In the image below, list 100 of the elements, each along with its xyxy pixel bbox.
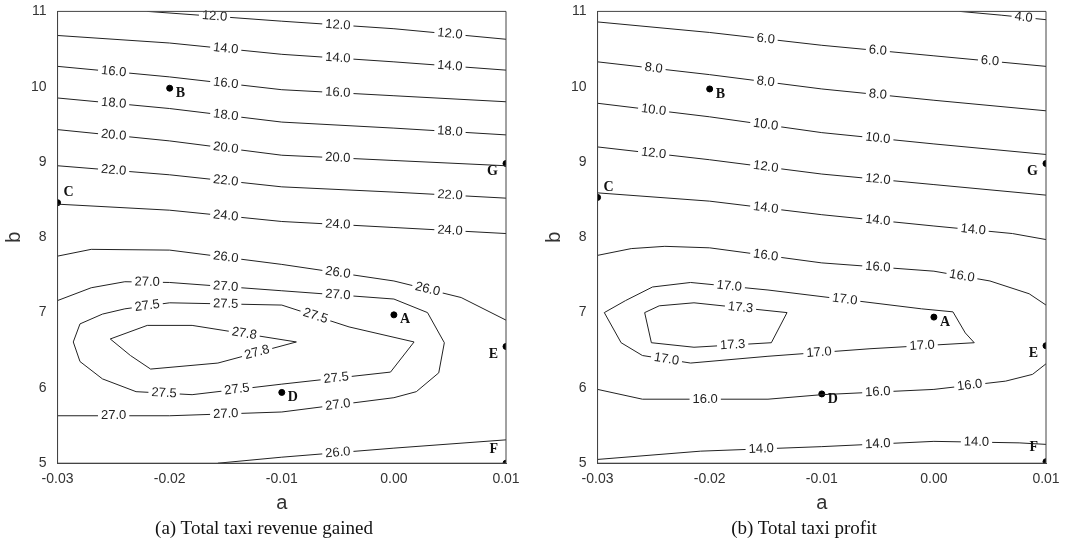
x-tick-label: 0.01 bbox=[492, 470, 520, 487]
y-tick-label: 7 bbox=[578, 303, 587, 320]
series-label: 27.5 bbox=[212, 295, 239, 311]
text: 27.0 bbox=[100, 407, 127, 423]
text: 18.0 bbox=[212, 105, 240, 124]
text: 8.0 bbox=[755, 72, 776, 90]
text: 16.0 bbox=[956, 375, 984, 394]
x-tick-label: -0.02 bbox=[693, 470, 726, 487]
text: 4.0 bbox=[1013, 8, 1034, 25]
text: 16.0 bbox=[100, 62, 128, 80]
y-tick-label: 8 bbox=[578, 228, 587, 245]
series-label: 14.0 bbox=[864, 434, 891, 452]
annotation: C bbox=[63, 184, 74, 200]
text: 12.0 bbox=[640, 143, 668, 162]
series-label: 26.0 bbox=[324, 443, 351, 461]
annotation: A bbox=[399, 311, 411, 327]
y-tick-label: 11 bbox=[32, 2, 47, 19]
annotation: G bbox=[487, 163, 499, 179]
series-label: 20.0 bbox=[324, 148, 351, 166]
text: 22.0 bbox=[436, 186, 464, 203]
text: 18.0 bbox=[100, 93, 128, 111]
text: 6.0 bbox=[868, 41, 888, 58]
y-tick-label: 6 bbox=[578, 378, 587, 395]
text: 12.0 bbox=[864, 169, 892, 188]
x-axis-title: a bbox=[276, 490, 289, 513]
series-label: 12.0 bbox=[201, 6, 228, 24]
annotation: F bbox=[1029, 439, 1038, 455]
series-label: 24.0 bbox=[324, 215, 351, 232]
text: 27.0 bbox=[134, 273, 161, 289]
text: 14.0 bbox=[959, 220, 987, 238]
text: 10.0 bbox=[752, 114, 780, 134]
series-label: 27.5 bbox=[151, 384, 178, 401]
x-tick-label: -0.01 bbox=[805, 470, 838, 487]
y-tick-label: 8 bbox=[38, 228, 47, 245]
x-tick-label: -0.03 bbox=[581, 470, 614, 487]
x-tick-label: -0.02 bbox=[153, 470, 186, 487]
series-label: 18.0 bbox=[436, 122, 464, 139]
annotation: A bbox=[939, 313, 951, 329]
text: 12.0 bbox=[436, 24, 464, 42]
series-label: 27.0 bbox=[212, 277, 239, 295]
series-label: 16.0 bbox=[324, 83, 351, 100]
y-axis-title: b bbox=[1, 231, 24, 243]
text: 14.0 bbox=[212, 39, 240, 57]
text: 17.0 bbox=[653, 349, 681, 368]
text: 17.3 bbox=[727, 298, 754, 316]
text: 24.0 bbox=[212, 206, 240, 224]
text: 14.0 bbox=[748, 440, 775, 456]
text: 10.0 bbox=[864, 128, 892, 147]
x-tick-label: 0.00 bbox=[920, 470, 948, 487]
series-label: 16.0 bbox=[864, 257, 892, 275]
series-label: 17.0 bbox=[805, 343, 833, 360]
text: 17.0 bbox=[909, 336, 936, 354]
text: 27.0 bbox=[324, 394, 352, 413]
text: 16.0 bbox=[752, 245, 780, 264]
y-tick-label: 5 bbox=[38, 454, 47, 471]
text: 26.0 bbox=[324, 262, 352, 282]
annotation: E bbox=[488, 346, 498, 362]
annotation: C bbox=[603, 179, 614, 194]
text: 27.8 bbox=[230, 323, 259, 343]
series-label: 27.0 bbox=[212, 405, 239, 421]
text: 27.5 bbox=[223, 379, 251, 398]
annotation: B bbox=[175, 84, 186, 100]
text: (a) Total taxi revenue gained bbox=[155, 517, 373, 539]
annotation: F bbox=[489, 440, 498, 456]
x-tick-label: -0.03 bbox=[41, 470, 74, 487]
x-tick-label: -0.01 bbox=[265, 470, 298, 487]
text: 17.0 bbox=[831, 289, 859, 308]
annotation: D bbox=[827, 390, 838, 406]
text: 24.0 bbox=[436, 221, 464, 238]
text: 27.0 bbox=[324, 285, 352, 303]
text: 12.0 bbox=[752, 156, 780, 176]
x-axis-title: a bbox=[816, 490, 829, 513]
text: 14.0 bbox=[864, 210, 892, 229]
annotation: B bbox=[715, 85, 726, 101]
text: 26.0 bbox=[212, 247, 240, 266]
text: 12.0 bbox=[324, 15, 352, 33]
annotation: D bbox=[287, 389, 298, 405]
series-label: 16.0 bbox=[864, 383, 891, 400]
text: (b) Total taxi profit bbox=[731, 517, 877, 539]
text: 20.0 bbox=[100, 125, 128, 144]
text: 6.0 bbox=[980, 51, 1000, 69]
annotation: G bbox=[1027, 163, 1039, 179]
annotation: E bbox=[1028, 345, 1038, 361]
text: 20.0 bbox=[212, 138, 240, 157]
text: 8.0 bbox=[643, 58, 664, 76]
series-label: 14.0 bbox=[324, 48, 352, 66]
y-tick-label: 10 bbox=[570, 77, 587, 94]
text: 8.0 bbox=[868, 85, 888, 103]
text: 16.0 bbox=[692, 390, 718, 406]
text: 14.0 bbox=[436, 56, 464, 74]
y-tick-label: 9 bbox=[578, 152, 587, 169]
y-tick-label: 6 bbox=[38, 378, 47, 395]
text: 27.5 bbox=[133, 295, 161, 315]
text: 14.0 bbox=[963, 433, 990, 449]
x-tick-label: 0.00 bbox=[380, 470, 408, 487]
series-label: 22.0 bbox=[100, 160, 127, 178]
y-tick-label: 10 bbox=[30, 77, 47, 94]
y-axis-title: b bbox=[541, 231, 564, 243]
text: 14.0 bbox=[752, 198, 780, 216]
text: 6.0 bbox=[756, 29, 776, 47]
